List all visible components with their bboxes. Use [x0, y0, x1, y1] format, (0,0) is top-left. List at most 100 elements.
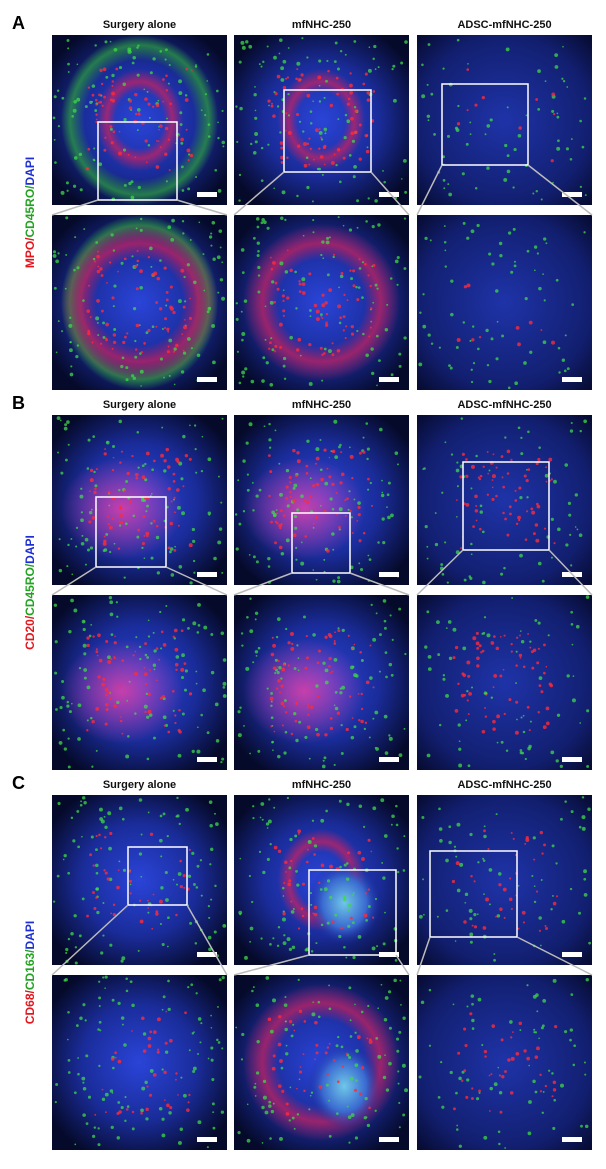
- cell-dot: [245, 40, 249, 44]
- cell-dot: [445, 627, 448, 630]
- cell-dot: [542, 999, 547, 1003]
- cell-dot: [98, 1004, 101, 1008]
- cell-dot: [289, 1019, 293, 1024]
- cell-dot: [274, 281, 278, 285]
- cell-dot: [255, 654, 258, 657]
- cell-dot: [257, 265, 261, 270]
- cell-dot: [388, 1061, 392, 1066]
- cell-dot: [499, 907, 503, 911]
- cell-dot: [306, 93, 311, 98]
- cell-dot: [125, 366, 129, 370]
- cell-dot: [79, 188, 83, 192]
- cell-dot: [212, 1126, 216, 1130]
- cell-dot: [221, 757, 225, 761]
- cell-dot: [270, 700, 273, 703]
- cell-dot: [362, 82, 366, 86]
- cell-dot: [401, 1063, 406, 1068]
- cell-dot: [323, 127, 328, 132]
- cell-dot: [507, 386, 511, 390]
- cell-dot: [126, 332, 129, 335]
- cell-dot: [298, 282, 302, 286]
- cell-dot: [165, 1010, 168, 1013]
- cell-dot: [191, 1032, 195, 1035]
- cell-dot: [290, 646, 295, 651]
- stain-part: CD20/: [23, 615, 37, 650]
- cell-dot: [525, 838, 530, 842]
- cell-dot: [292, 448, 296, 453]
- cell-dot: [146, 534, 149, 538]
- cell-dot: [356, 520, 359, 522]
- cell-dot: [452, 1003, 455, 1006]
- cell-dot: [312, 526, 315, 529]
- cell-dot: [165, 74, 168, 78]
- cell-dot: [374, 1109, 377, 1112]
- cell-dot: [155, 325, 158, 328]
- cell-dot: [152, 57, 156, 61]
- cell-dot: [181, 653, 185, 658]
- cell-dot: [356, 199, 359, 203]
- cell-dot: [86, 309, 90, 313]
- cell-dot: [519, 751, 523, 755]
- cell-dot: [123, 576, 126, 579]
- cell-dot: [348, 695, 352, 698]
- cell-dot: [366, 98, 371, 102]
- cell-dot: [104, 1111, 107, 1114]
- cell-dot: [471, 1087, 474, 1090]
- cell-dot: [586, 709, 590, 713]
- cell-dot: [279, 141, 284, 145]
- cell-dot: [474, 103, 478, 107]
- cell-dot: [356, 329, 359, 333]
- cell-dot: [104, 136, 107, 139]
- cell-dot: [134, 472, 139, 477]
- cell-dot: [193, 280, 197, 285]
- cell-dot: [338, 507, 343, 512]
- cell-dot: [569, 1028, 574, 1032]
- cell-dot: [277, 1084, 282, 1088]
- cell-dot: [116, 700, 120, 705]
- cell-dot: [374, 199, 378, 203]
- cell-dot: [180, 165, 184, 169]
- zoom-box: [429, 850, 518, 938]
- cell-dot: [178, 91, 183, 95]
- cell-dot: [310, 950, 314, 953]
- cell-dot: [555, 895, 559, 898]
- cell-dot: [517, 342, 521, 347]
- cell-dot: [498, 241, 503, 246]
- cell-dot: [253, 1085, 257, 1089]
- cell-dot: [192, 559, 196, 563]
- cell-dot: [454, 940, 457, 942]
- cell-dot: [240, 1058, 244, 1061]
- cell-dot: [316, 661, 320, 665]
- cell-dot: [297, 829, 302, 834]
- cell-dot: [338, 799, 342, 803]
- cell-dot: [375, 334, 379, 338]
- cell-dot: [469, 932, 474, 937]
- cell-dot: [267, 1017, 272, 1022]
- cell-dot: [457, 723, 461, 727]
- cell-dot: [441, 491, 444, 494]
- cell-dot: [112, 444, 116, 449]
- cell-dot: [306, 56, 309, 59]
- cell-dot: [141, 464, 145, 468]
- cell-dot: [57, 320, 60, 323]
- cell-dot: [358, 258, 361, 261]
- cell-dot: [195, 992, 198, 995]
- cell-dot: [84, 105, 88, 109]
- cell-dot: [555, 862, 558, 865]
- cell-dot: [296, 1113, 300, 1116]
- cell-dot: [243, 299, 248, 303]
- cell-dot: [579, 722, 582, 724]
- cell-dot: [261, 1105, 265, 1110]
- cell-dot: [96, 654, 99, 657]
- cell-dot: [528, 320, 533, 325]
- cell-dot: [108, 504, 111, 507]
- cell-dot: [545, 926, 549, 931]
- cell-dot: [536, 502, 539, 506]
- cell-dot: [172, 709, 175, 712]
- cell-dot: [98, 162, 103, 167]
- cell-dot: [210, 847, 214, 852]
- cell-dot: [334, 690, 338, 694]
- cell-dot: [483, 616, 487, 619]
- cell-dot: [297, 78, 302, 82]
- cell-dot: [208, 916, 211, 919]
